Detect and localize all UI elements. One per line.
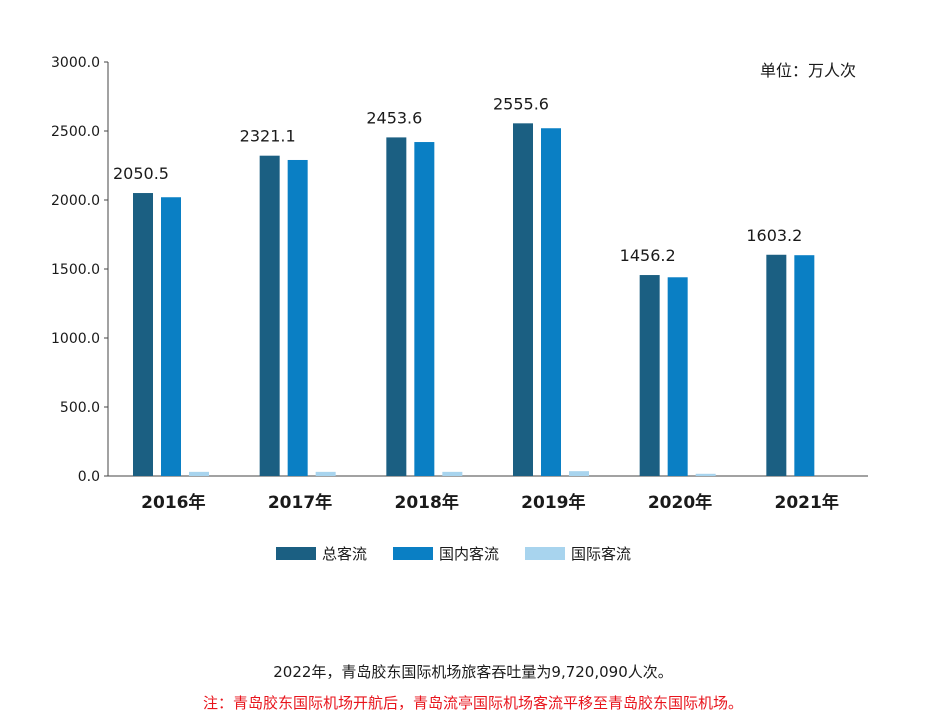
bar-chart: 0.0 500.0 1000.0 1500.0 2000.0 2500.0 3000.0 20… <box>51 55 868 513</box>
bar-total <box>133 193 153 476</box>
unit-label: 单位：万人次 <box>760 61 857 80</box>
y-tick-label: 2500.0 <box>51 124 100 140</box>
data-label: 2321.1 <box>240 127 296 146</box>
data-label: 2453.6 <box>366 108 422 127</box>
bar-domestic <box>667 277 688 476</box>
remark-note: 注：青岛胶东国际机场开航后，青岛流亭国际机场客流平移至青岛胶东国际机场。 <box>202 694 743 712</box>
data-label: 2555.6 <box>493 94 549 113</box>
bar-international <box>695 473 716 476</box>
legend-item-domestic: 国内客流 <box>393 543 499 564</box>
legend-item-international: 国际客流 <box>525 543 631 564</box>
y-tick-label: 1500.0 <box>51 262 100 278</box>
x-tick-label: 2019年 <box>521 492 585 513</box>
x-tick-label: 2016年 <box>141 492 205 513</box>
legend: 总客流 国内客流 国际客流 <box>276 543 657 564</box>
bar-domestic <box>287 159 308 477</box>
bar-total <box>513 123 533 476</box>
y-tick-label: 3000.0 <box>51 55 100 71</box>
legend-label-domestic: 国内客流 <box>439 545 500 563</box>
bar-international <box>189 471 209 476</box>
x-tick-label: 2017年 <box>268 492 332 513</box>
data-label: 1456.2 <box>620 246 676 265</box>
bar-international <box>442 471 463 476</box>
bar-total <box>639 275 660 476</box>
legend-swatch-total <box>276 547 316 560</box>
legend-swatch-international <box>525 547 566 560</box>
legend-swatch-domestic <box>393 547 434 560</box>
bar-international <box>315 471 336 476</box>
bar-total <box>766 254 787 476</box>
bar-total <box>386 137 407 476</box>
bar-total <box>259 155 280 476</box>
x-tick-label: 2020年 <box>648 492 712 513</box>
legend-label-international: 国际客流 <box>571 545 632 563</box>
bar-international <box>569 471 589 476</box>
bar-domestic <box>414 142 435 477</box>
summary-note: 2022年，青岛胶东国际机场旅客吞吐量为9,720,090人次。 <box>273 663 673 681</box>
data-label: 2050.5 <box>113 164 169 183</box>
legend-item-total: 总客流 <box>276 543 367 564</box>
legend-label-total: 总客流 <box>322 545 368 563</box>
bar-domestic <box>794 255 815 476</box>
y-tick-label: 2000.0 <box>51 193 100 209</box>
y-tick-label: 0.0 <box>78 469 100 485</box>
x-tick-label: 2018年 <box>395 492 459 513</box>
bar-domestic <box>161 197 181 477</box>
y-tick-label: 1000.0 <box>51 331 100 347</box>
data-label: 1603.2 <box>746 226 802 245</box>
bar-domestic <box>541 128 561 477</box>
y-tick-label: 500.0 <box>60 400 100 416</box>
x-tick-label: 2021年 <box>775 492 839 513</box>
